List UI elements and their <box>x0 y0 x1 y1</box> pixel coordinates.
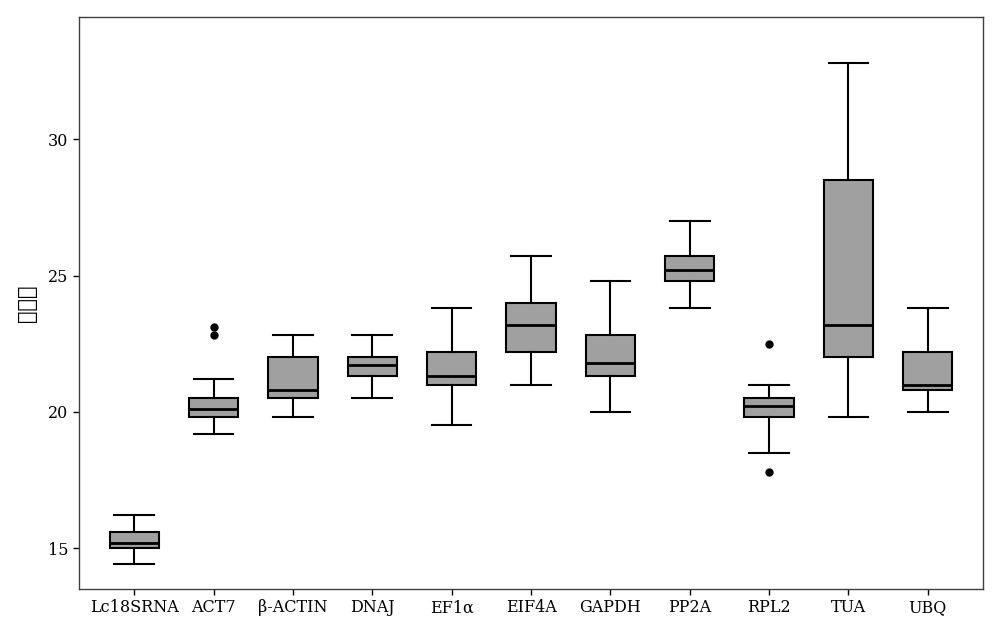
PathPatch shape <box>110 532 159 548</box>
PathPatch shape <box>268 357 318 398</box>
PathPatch shape <box>586 335 635 377</box>
PathPatch shape <box>744 398 794 417</box>
PathPatch shape <box>506 303 556 352</box>
PathPatch shape <box>189 398 238 417</box>
Y-axis label: 循环数: 循环数 <box>17 284 37 322</box>
PathPatch shape <box>903 352 952 390</box>
PathPatch shape <box>824 180 873 357</box>
PathPatch shape <box>427 352 476 384</box>
PathPatch shape <box>665 256 714 281</box>
PathPatch shape <box>348 357 397 377</box>
